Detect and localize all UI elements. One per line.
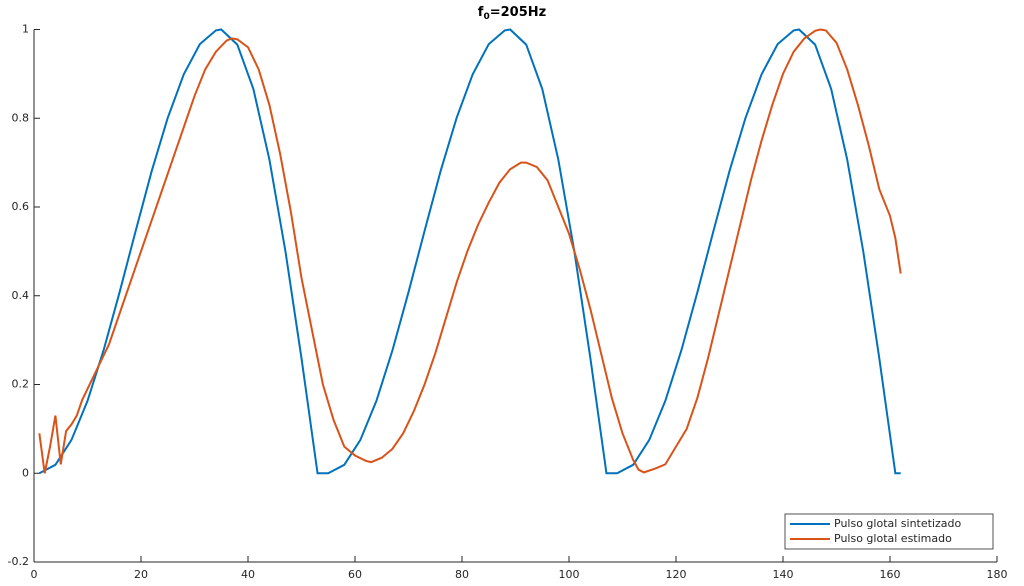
x-tick-label: 40 bbox=[241, 568, 255, 581]
x-tick-label: 160 bbox=[880, 568, 901, 581]
x-tick-label: 100 bbox=[559, 568, 580, 581]
y-tick-label: 0 bbox=[22, 466, 29, 479]
x-tick-label: 140 bbox=[773, 568, 794, 581]
y-tick-label: 1 bbox=[22, 23, 29, 36]
title-base: f bbox=[478, 5, 484, 20]
series-line bbox=[38, 28, 902, 474]
x-tick-label: 0 bbox=[31, 568, 38, 581]
y-tick-label: 0.2 bbox=[12, 378, 30, 391]
legend-box bbox=[784, 513, 994, 550]
x-tick-label: 20 bbox=[134, 568, 148, 581]
series-line bbox=[38, 28, 901, 475]
y-tick-label: -0.2 bbox=[8, 555, 29, 568]
title-rest: =205Hz bbox=[490, 5, 546, 20]
chart-title: f0=205Hz bbox=[478, 5, 546, 22]
x-tick-label: 120 bbox=[666, 568, 687, 581]
x-tick-label: 60 bbox=[348, 568, 362, 581]
legend-label: Pulso glotal sintetizado bbox=[834, 517, 962, 530]
legend-label: Pulso glotal estimado bbox=[834, 532, 952, 545]
x-tick-label: 80 bbox=[455, 568, 469, 581]
y-tick-label: 0.4 bbox=[12, 289, 30, 302]
y-tick-label: 0.6 bbox=[12, 200, 30, 213]
title-subscript: 0 bbox=[483, 12, 489, 22]
y-tick-label: 0.8 bbox=[12, 111, 30, 124]
x-tick-label: 180 bbox=[987, 568, 1008, 581]
